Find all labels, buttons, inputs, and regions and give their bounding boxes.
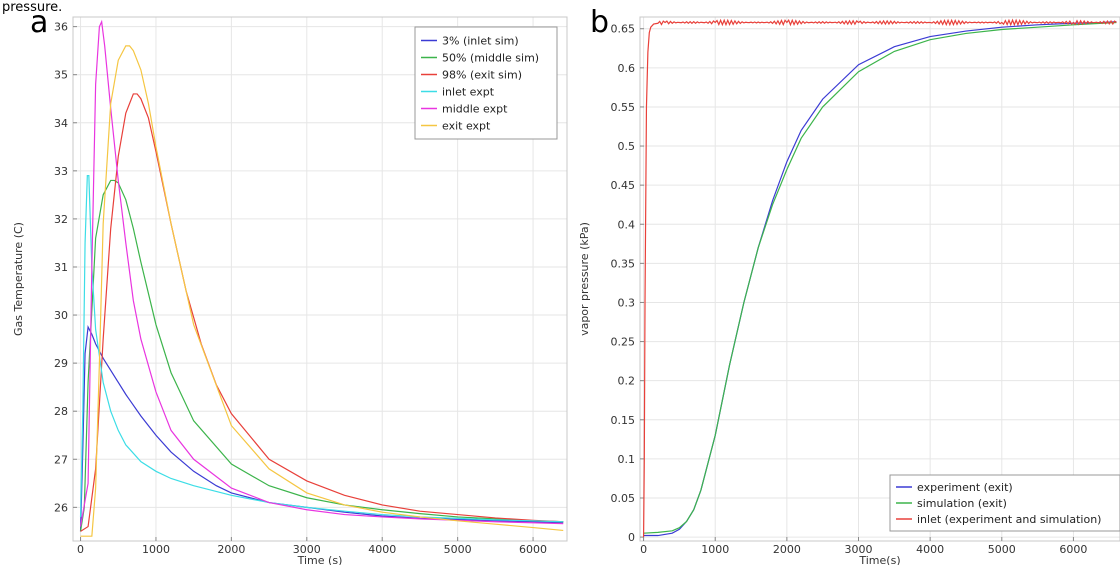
legend-entry: simulation (exit) bbox=[917, 497, 1007, 510]
x-tick-label: 1000 bbox=[701, 543, 729, 556]
legend-box bbox=[414, 26, 558, 140]
legend-entry: exit expt bbox=[442, 120, 491, 133]
series-line-6 bbox=[80, 45, 564, 537]
legend-entry: inlet (experiment and simulation) bbox=[917, 513, 1101, 526]
y-tick-label: 35 bbox=[54, 69, 68, 82]
y-tick-label: 0.05 bbox=[611, 492, 636, 505]
x-tick-label: 2000 bbox=[217, 543, 245, 556]
x-tick-label: 3000 bbox=[293, 543, 321, 556]
y-tick-label: 26 bbox=[54, 501, 68, 514]
y-tick-label: 29 bbox=[54, 357, 68, 370]
y-tick-label: 32 bbox=[54, 213, 68, 226]
legend-entry: middle expt bbox=[442, 103, 508, 116]
y-tick-label: 0.65 bbox=[611, 23, 636, 36]
panel-b-chart: b 0 1000 2000 3000 4000 5000 6000 0 0.05 0.1 0.15 0.… bbox=[578, 5, 1120, 565]
caption-fragment: pressure. bbox=[2, 0, 62, 15]
y-tick-label: 0.45 bbox=[611, 179, 636, 192]
y-axis-title: Gas Temperature (C) bbox=[12, 222, 25, 336]
x-tick-label: 6000 bbox=[519, 543, 547, 556]
y-tick-label: 0.3 bbox=[618, 296, 636, 309]
y-tick-label: 27 bbox=[54, 453, 68, 466]
x-axis-title: Time (s) bbox=[297, 554, 343, 565]
x-tick-label: 5000 bbox=[988, 543, 1016, 556]
y-tick-label: 36 bbox=[54, 21, 68, 34]
x-tick-label: 5000 bbox=[444, 543, 472, 556]
legend-entry: 50% (middle sim) bbox=[442, 52, 539, 65]
series-line-3 bbox=[642, 18, 1117, 538]
panel-label: b bbox=[590, 5, 609, 40]
panel-label: a bbox=[30, 5, 48, 40]
x-tick-label: 0 bbox=[77, 543, 84, 556]
x-axis-title: Time(s) bbox=[858, 554, 900, 565]
legend-entry: 98% (exit sim) bbox=[442, 69, 522, 82]
x-tick-label: 6000 bbox=[1059, 543, 1087, 556]
y-tick-label: 0 bbox=[628, 531, 635, 544]
panel-a-chart: a 0 1000 2000 3000 4000 5000 6000 26 27 28 29 30 31 32… bbox=[12, 5, 568, 565]
legend-entry: experiment (exit) bbox=[917, 481, 1013, 494]
y-tick-label: 0.6 bbox=[618, 62, 636, 75]
legend-entry: 3% (inlet sim) bbox=[442, 35, 519, 48]
y-tick-label: 0.35 bbox=[611, 257, 636, 270]
legend-box bbox=[889, 474, 1120, 532]
y-tick-label: 31 bbox=[54, 261, 68, 274]
plot-frame bbox=[72, 16, 568, 542]
y-tick-label: 28 bbox=[54, 405, 68, 418]
y-tick-label: 0.15 bbox=[611, 414, 636, 427]
y-axis-title: vapor pressure (kPa) bbox=[578, 222, 591, 336]
x-tick-label: 2000 bbox=[773, 543, 801, 556]
plot-area bbox=[640, 17, 1120, 541]
y-tick-label: 30 bbox=[54, 309, 68, 322]
x-tick-label: 3000 bbox=[845, 543, 873, 556]
y-tick-label: 0.25 bbox=[611, 336, 636, 349]
x-tick-label: 4000 bbox=[916, 543, 944, 556]
series-line-5 bbox=[79, 19, 564, 527]
y-tick-label: 33 bbox=[54, 165, 68, 178]
y-tick-label: 34 bbox=[54, 117, 68, 130]
series-line-2 bbox=[643, 21, 1117, 534]
plot-frame bbox=[639, 16, 1120, 542]
y-tick-label: 0.5 bbox=[618, 140, 636, 153]
y-tick-label: 0.2 bbox=[618, 375, 636, 388]
series-line-2 bbox=[79, 179, 564, 532]
x-tick-label: 1000 bbox=[142, 543, 170, 556]
x-tick-label: 4000 bbox=[368, 543, 396, 556]
legend-entry: inlet expt bbox=[442, 86, 495, 99]
y-tick-label: 0.55 bbox=[611, 101, 636, 114]
y-tick-label: 0.4 bbox=[618, 218, 636, 231]
x-tick-label: 0 bbox=[640, 543, 647, 556]
y-tick-label: 0.1 bbox=[618, 453, 636, 466]
